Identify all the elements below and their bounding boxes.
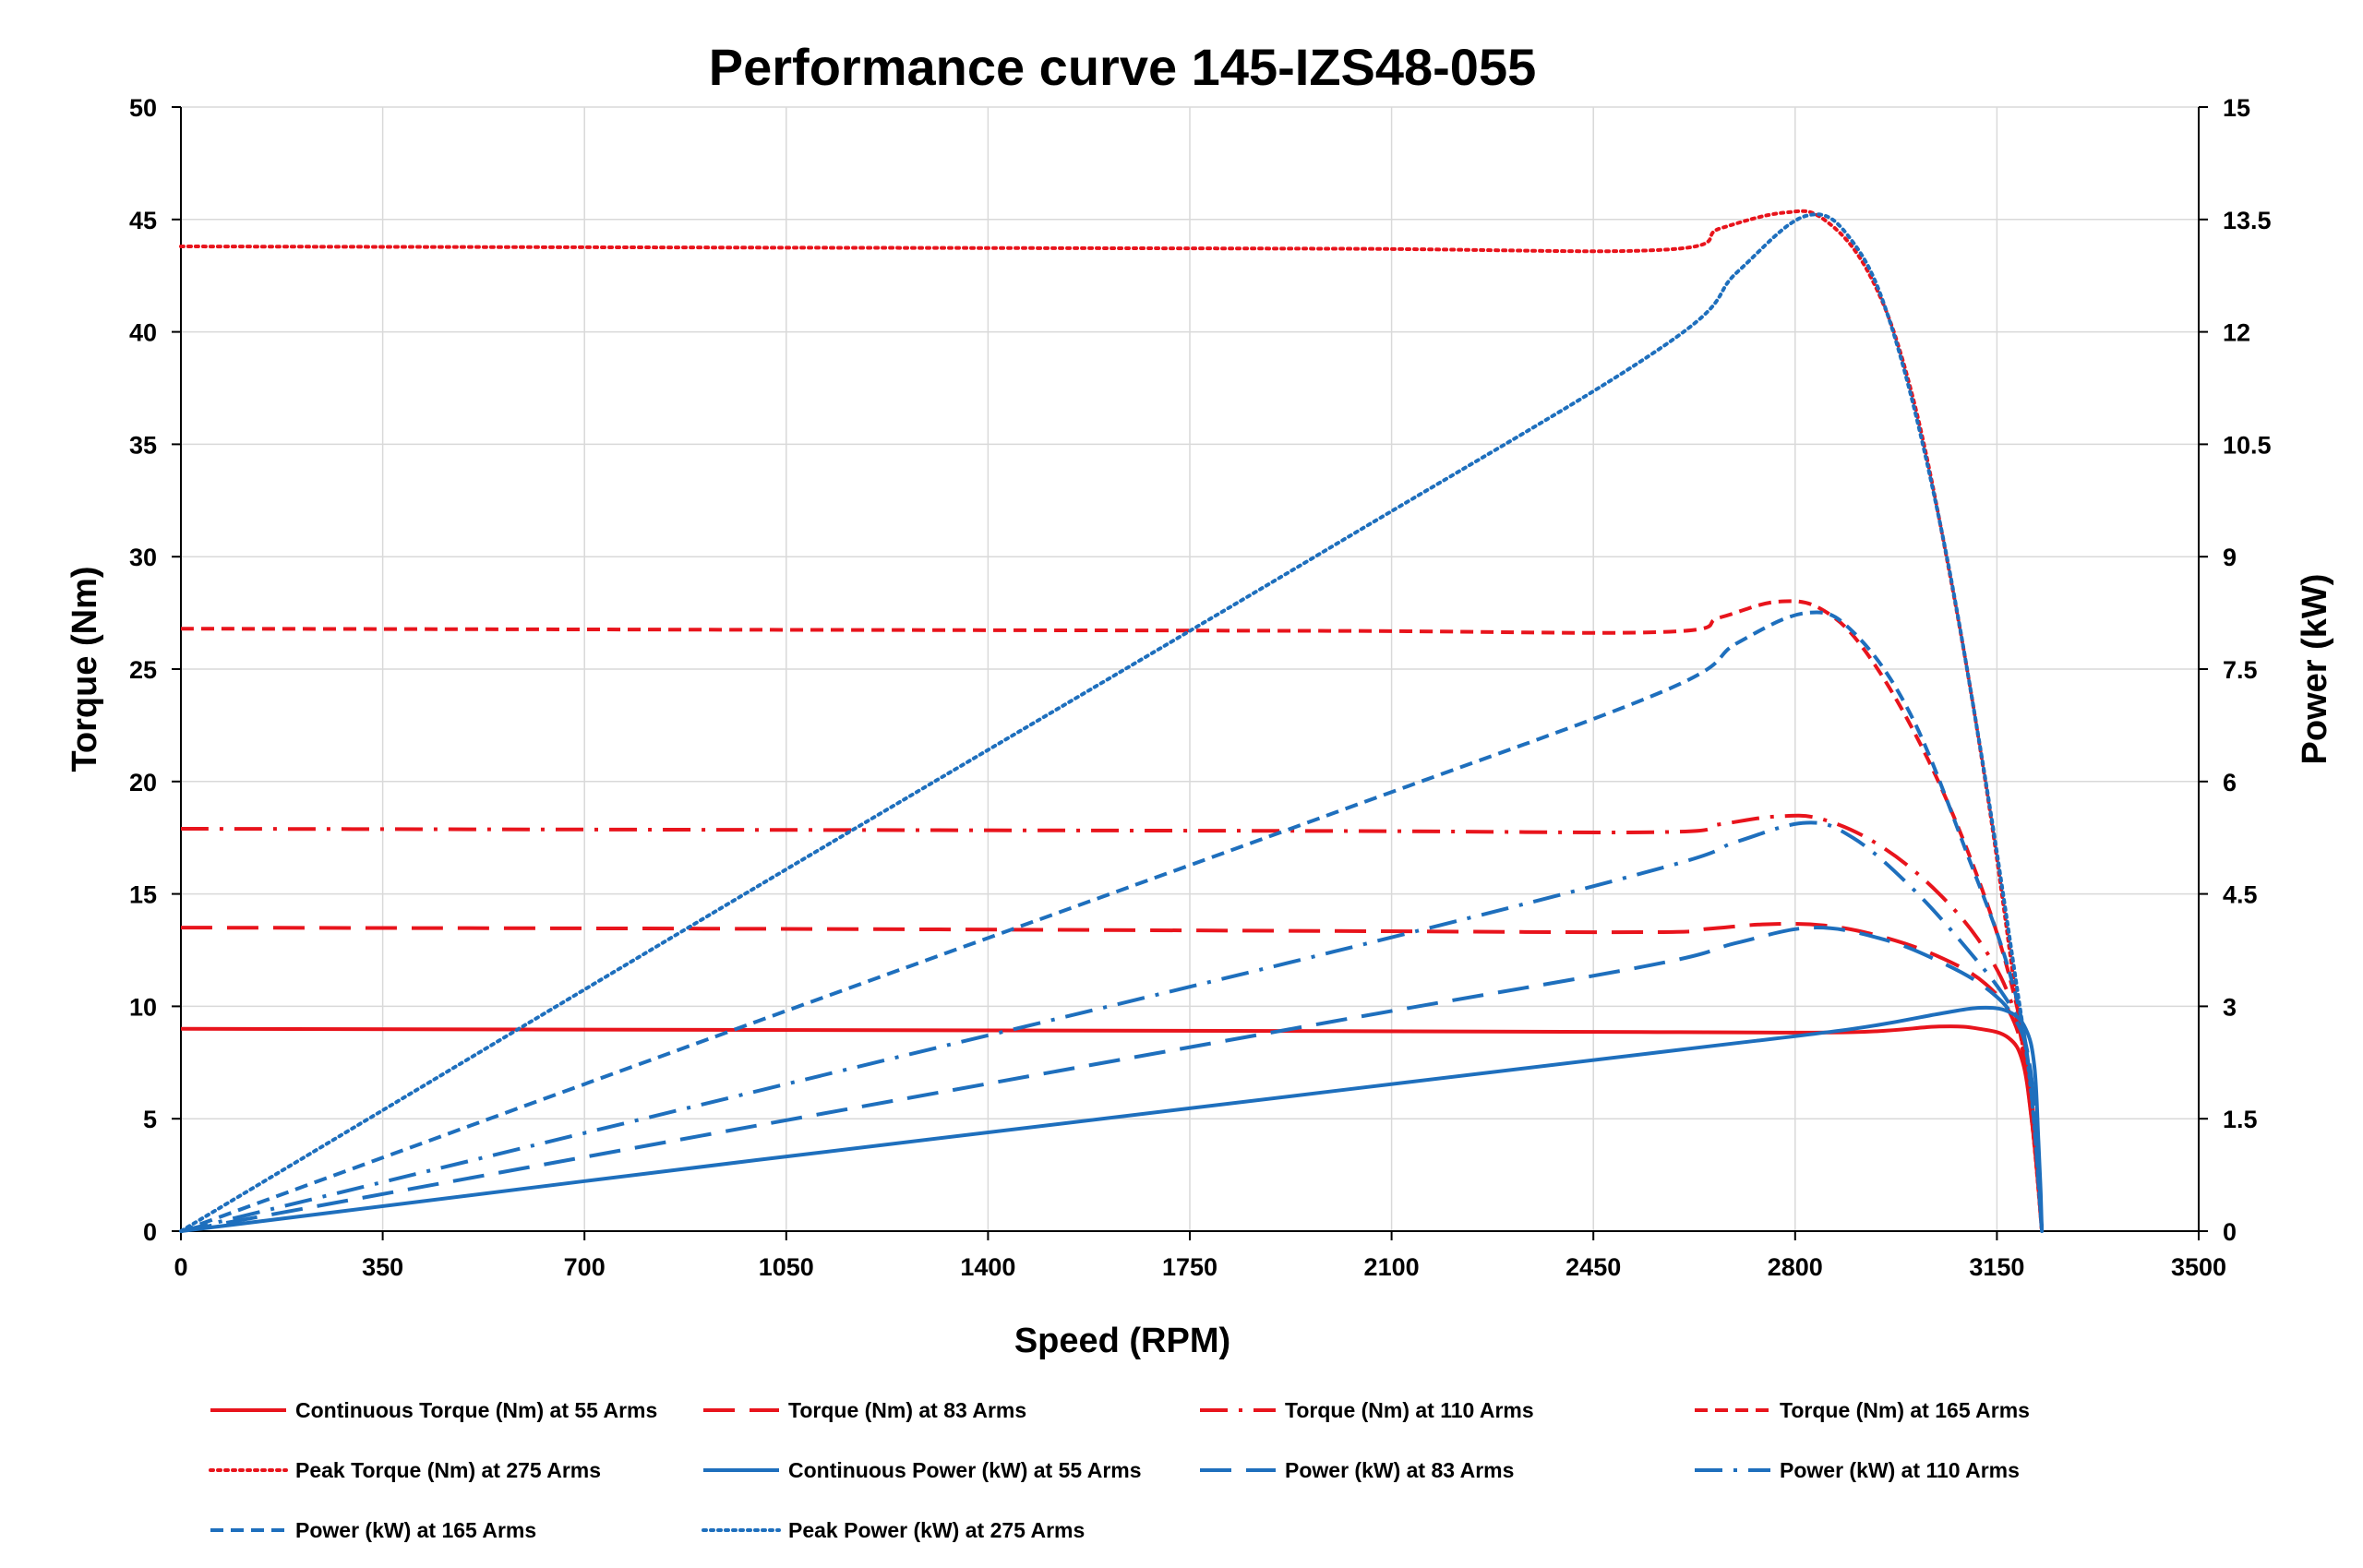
series-line-1 xyxy=(180,1024,2045,1232)
y-axis-label: Torque (Nm) xyxy=(66,566,104,772)
legend-label: Peak Torque (Nm) at 275 Arms xyxy=(295,1458,601,1482)
legend-item-2: Torque (Nm) at 83 Arms xyxy=(703,1398,1026,1422)
legend-label: Torque (Nm) at 110 Arms xyxy=(1285,1398,1534,1422)
series-line-9 xyxy=(180,610,2045,1233)
x-tick-label: 0 xyxy=(174,1253,187,1281)
y2-tick-label: 0 xyxy=(2223,1218,2237,1246)
y-tick-label: 0 xyxy=(143,1218,157,1246)
y2-axis-ticks: 0 1.5 3 4.5 6 7.5 9 10.5 12 13.5 15 xyxy=(2199,94,2272,1246)
y-tick-label: 50 xyxy=(129,94,157,122)
x-tick-label: 1050 xyxy=(759,1253,814,1281)
legend: Continuous Torque (Nm) at 55 Arms Torque … xyxy=(209,1398,2030,1542)
legend-label: Torque (Nm) at 165 Arms xyxy=(1780,1398,2030,1422)
y-tick-label: 25 xyxy=(129,656,157,684)
y-tick-label: 40 xyxy=(129,319,157,347)
x-tick-label: 1750 xyxy=(1162,1253,1217,1281)
legend-label: Power (kW) at 110 Arms xyxy=(1780,1458,2020,1482)
series-line-8 xyxy=(180,820,2045,1233)
y2-tick-label: 13.5 xyxy=(2223,207,2272,234)
y-tick-label: 10 xyxy=(129,993,157,1021)
series-line-7 xyxy=(180,926,2045,1233)
grid-lines xyxy=(180,106,2200,1232)
y2-tick-label: 9 xyxy=(2223,544,2237,571)
legend-label: Power (kW) at 165 Arms xyxy=(295,1518,536,1542)
legend-label: Continuous Power (kW) at 55 Arms xyxy=(788,1458,1142,1482)
series-line-3 xyxy=(180,813,2045,1232)
y-axis-ticks: 0 5 10 15 20 25 30 35 40 45 50 xyxy=(129,94,181,1246)
legend-item-8: Power (kW) at 110 Arms xyxy=(1695,1458,2020,1482)
legend-label: Power (kW) at 83 Arms xyxy=(1285,1458,1514,1482)
chart-title: Performance curve 145-IZS48-055 xyxy=(709,38,1537,96)
x-tick-label: 2800 xyxy=(1768,1253,1823,1281)
legend-label: Torque (Nm) at 83 Arms xyxy=(788,1398,1026,1422)
series-line-5 xyxy=(179,209,2045,1233)
y2-tick-label: 6 xyxy=(2223,769,2237,796)
series-lines xyxy=(179,209,2045,1233)
y2-tick-label: 12 xyxy=(2223,319,2250,347)
y2-tick-label: 7.5 xyxy=(2223,656,2258,684)
y-tick-label: 20 xyxy=(129,769,157,796)
legend-item-4: Torque (Nm) at 165 Arms xyxy=(1695,1398,2030,1422)
legend-item-6: Continuous Power (kW) at 55 Arms xyxy=(703,1458,1142,1482)
legend-item-3: Torque (Nm) at 110 Arms xyxy=(1200,1398,1534,1422)
y2-tick-label: 3 xyxy=(2223,993,2237,1021)
x-tick-label: 2100 xyxy=(1364,1253,1420,1281)
x-axis-ticks: 0 350 700 1050 1400 1750 2100 2450 2800 3150 3500 xyxy=(174,1231,2226,1281)
legend-item-9: Power (kW) at 165 Arms xyxy=(210,1518,536,1542)
y2-axis-label: Power (kW) xyxy=(2296,574,2334,765)
series-line-4 xyxy=(180,599,2045,1232)
y2-tick-label: 15 xyxy=(2223,94,2250,122)
series-line-6 xyxy=(180,1005,2045,1233)
series-line-2 xyxy=(180,921,2045,1232)
legend-item-7: Power (kW) at 83 Arms xyxy=(1200,1458,1514,1482)
x-tick-label: 350 xyxy=(362,1253,403,1281)
y-tick-label: 45 xyxy=(129,207,157,234)
y-tick-label: 35 xyxy=(129,431,157,459)
legend-item-1: Continuous Torque (Nm) at 55 Arms xyxy=(210,1398,657,1422)
legend-label: Continuous Torque (Nm) at 55 Arms xyxy=(295,1398,657,1422)
x-tick-label: 3500 xyxy=(2171,1253,2226,1281)
x-axis-label: Speed (RPM) xyxy=(1014,1322,1230,1360)
legend-item-5: Peak Torque (Nm) at 275 Arms xyxy=(209,1458,601,1482)
legend-item-10: Peak Power (kW) at 275 Arms xyxy=(702,1518,1085,1542)
y-tick-label: 30 xyxy=(129,544,157,571)
y-tick-label: 15 xyxy=(129,881,157,909)
x-tick-label: 3150 xyxy=(1969,1253,2024,1281)
x-tick-label: 700 xyxy=(564,1253,606,1281)
series-line-10 xyxy=(179,212,2045,1233)
y2-tick-label: 4.5 xyxy=(2223,881,2258,909)
x-tick-label: 1400 xyxy=(960,1253,1015,1281)
y2-tick-label: 10.5 xyxy=(2223,431,2272,459)
x-tick-label: 2450 xyxy=(1565,1253,1621,1281)
y-tick-label: 5 xyxy=(143,1106,157,1133)
y2-tick-label: 1.5 xyxy=(2223,1106,2258,1133)
legend-label: Peak Power (kW) at 275 Arms xyxy=(788,1518,1085,1542)
